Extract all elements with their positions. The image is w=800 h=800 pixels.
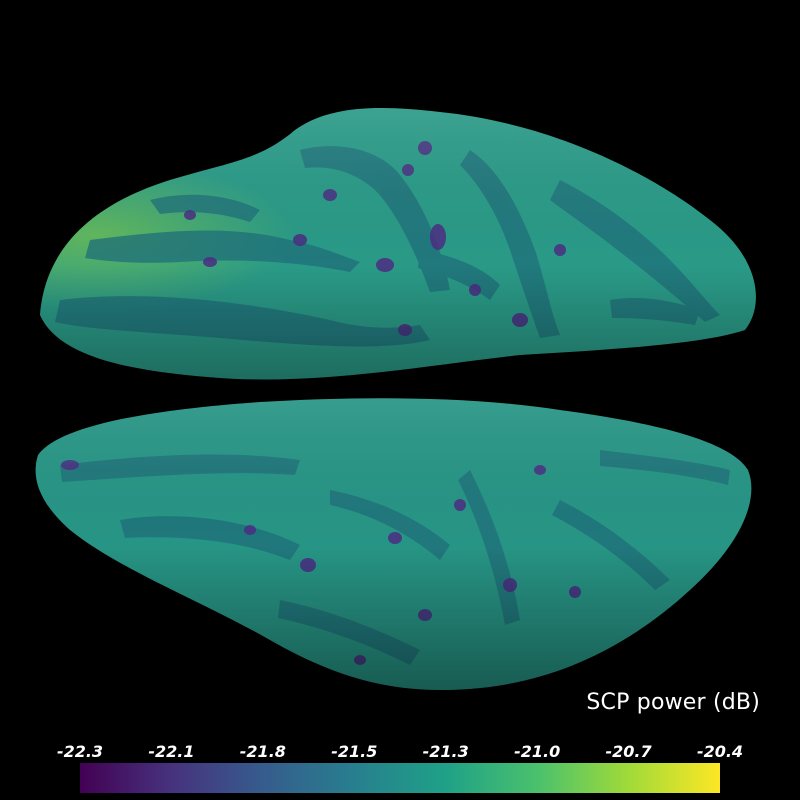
- colorbar-tick-label: -21.3: [422, 742, 469, 761]
- colorbar-tick-label: -22.1: [148, 742, 195, 761]
- lower-hemisphere-surface[interactable]: [0, 395, 800, 695]
- colorbar-tick-label: -21.5: [331, 742, 378, 761]
- colorbar-tick-label: -22.3: [56, 742, 104, 761]
- colorbar-title: SCP power (dB): [586, 690, 760, 715]
- colorbar-tick-labels: -22.3 -22.1 -21.8 -21.5 -21.3 -21.0 -20.7 -20.4: [0, 742, 800, 762]
- colorbar-tick-label: -20.7: [605, 742, 652, 761]
- upper-hemisphere-surface[interactable]: [0, 100, 800, 400]
- colorbar-tick-label: -21.0: [514, 742, 561, 761]
- colorbar-tick-label: -20.4: [696, 742, 744, 761]
- colorbar: [80, 763, 720, 793]
- colorbar-tick-label: -21.8: [239, 742, 286, 761]
